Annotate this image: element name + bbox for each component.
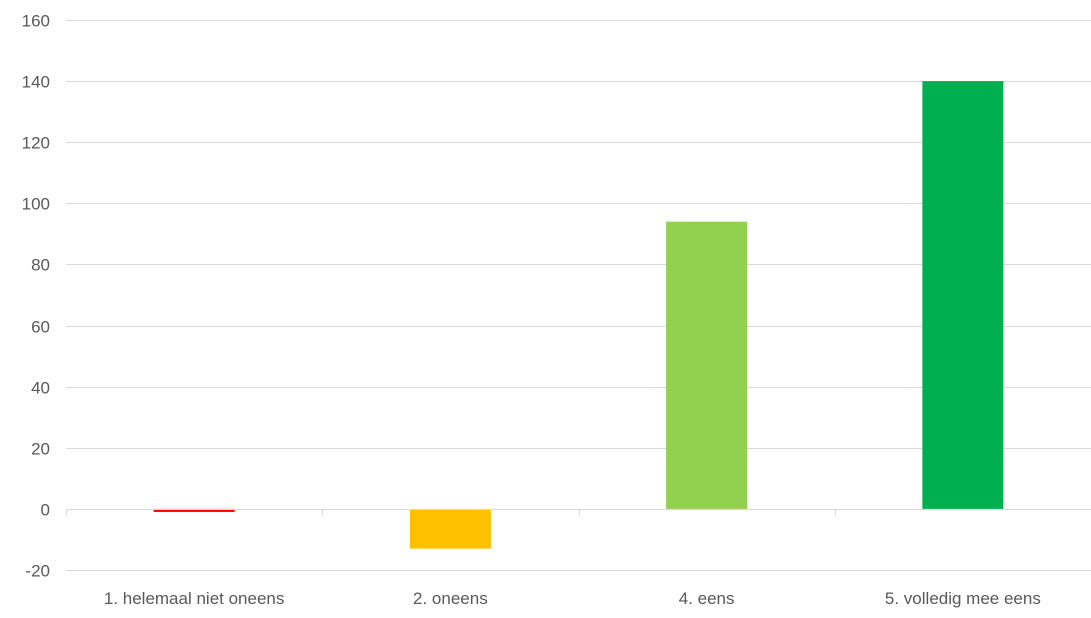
bar (922, 81, 1004, 509)
gridlines (66, 20, 1091, 571)
y-tick-label: 100 (22, 195, 50, 214)
x-tick-label: 5. volledig mee eens (885, 589, 1041, 608)
y-axis-tick-labels: -20 0 20 40 60 80 100 120 140 160 (22, 12, 50, 581)
y-tick-label: 0 (41, 501, 50, 520)
y-tick-label: 40 (31, 379, 50, 398)
bars (153, 81, 1004, 549)
y-tick-label: -20 (25, 562, 50, 581)
bar (409, 508, 491, 549)
x-axis (66, 509, 1091, 516)
y-tick-label: 20 (31, 440, 50, 459)
x-tick-label: 4. eens (679, 589, 735, 608)
x-tick-label: 1. helemaal niet oneens (104, 589, 285, 608)
y-tick-label: 80 (31, 256, 50, 275)
x-tick-label: 2. oneens (413, 589, 488, 608)
bar (666, 221, 748, 509)
y-tick-label: 120 (22, 134, 50, 153)
y-tick-label: 140 (22, 73, 50, 92)
y-tick-label: 60 (31, 318, 50, 337)
bar (153, 508, 235, 512)
x-axis-tick-labels: 1. helemaal niet oneens 2. oneens 4. eens 5… (104, 589, 1041, 608)
y-tick-label: 160 (22, 12, 50, 31)
